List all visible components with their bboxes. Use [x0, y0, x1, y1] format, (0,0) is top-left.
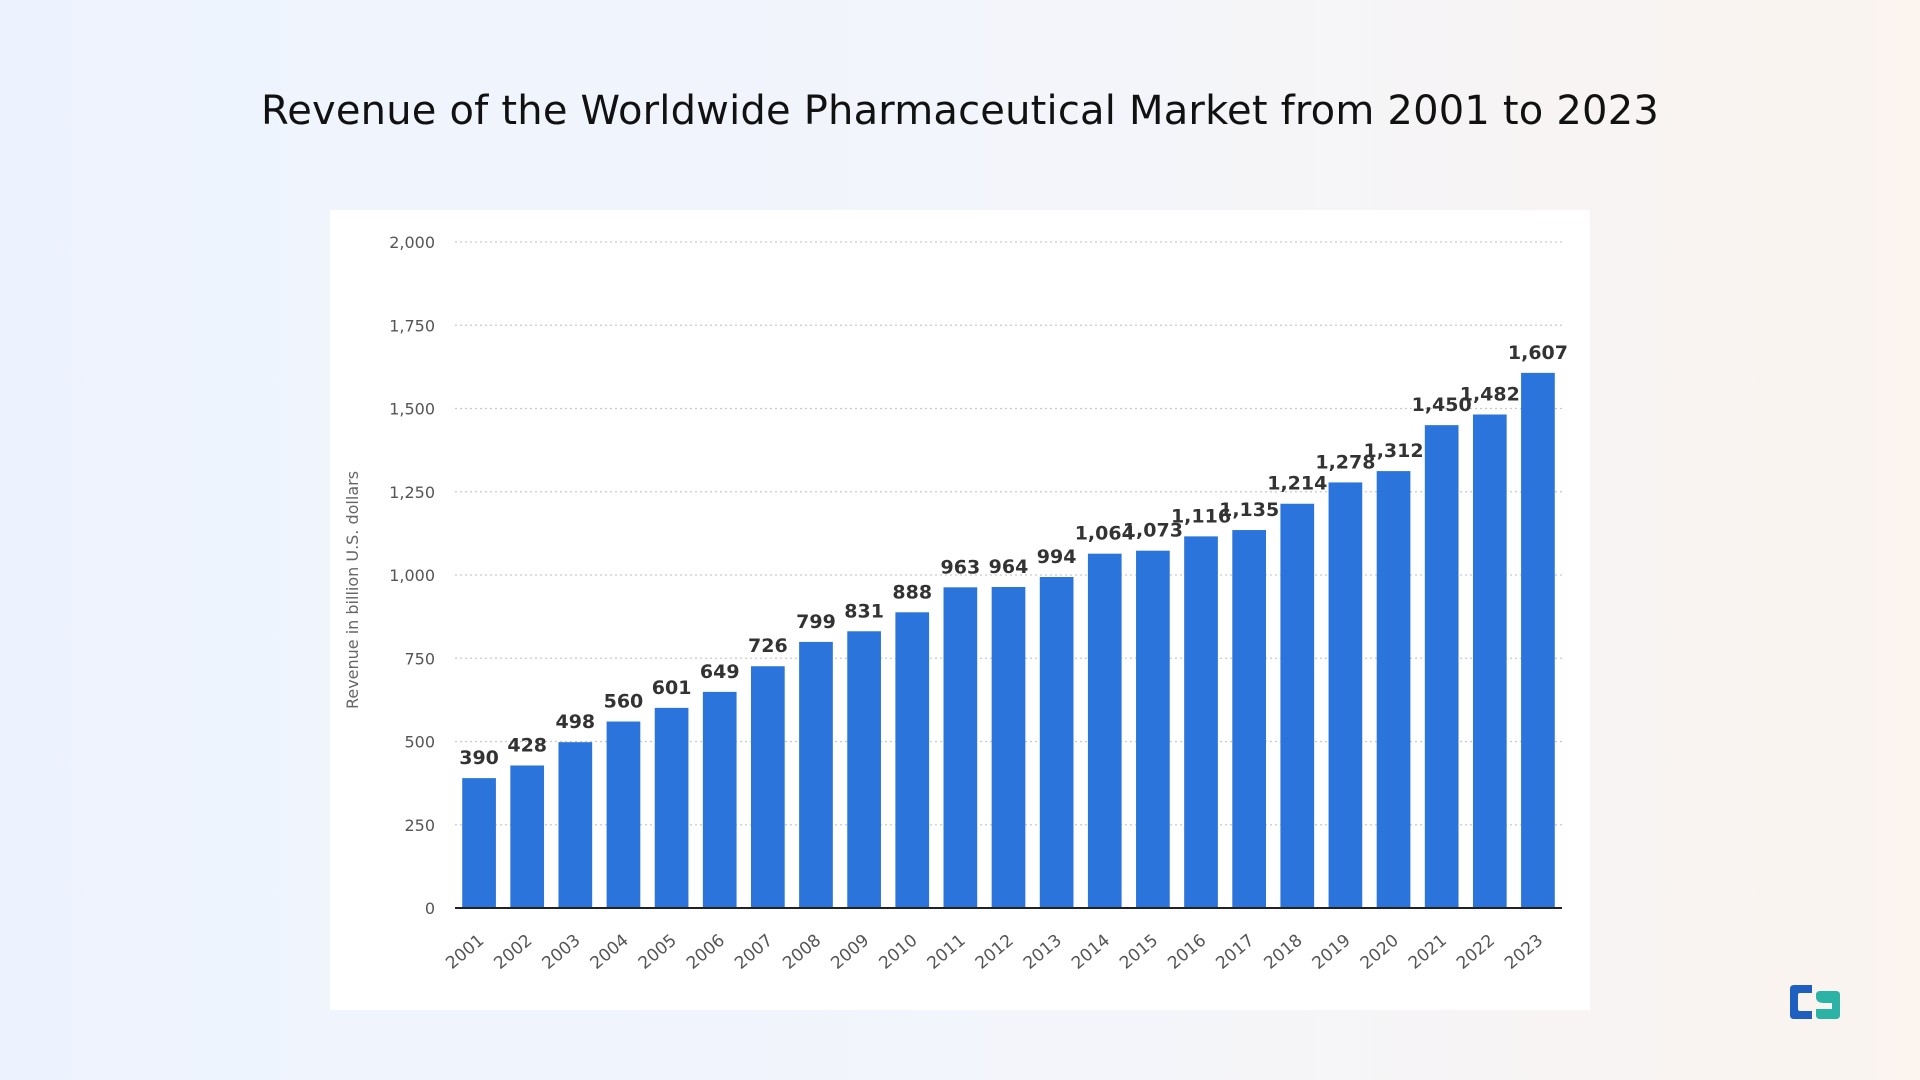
data-label: 726 — [748, 635, 788, 657]
data-label: 1,064 — [1075, 523, 1135, 545]
bar — [1039, 576, 1074, 908]
bar — [1424, 425, 1459, 908]
x-tick-label: 2011 — [924, 931, 970, 974]
bar — [606, 721, 641, 908]
x-tick-label: 2006 — [683, 931, 729, 974]
bar — [1087, 553, 1122, 908]
data-label: 888 — [892, 581, 932, 603]
x-tick-label: 2007 — [731, 931, 777, 974]
y-axis-label: Revenue in billion U.S. dollars — [343, 471, 362, 709]
x-tick-label: 2009 — [827, 931, 873, 974]
brand-logo-icon — [1788, 983, 1842, 1021]
x-tick-label: 2002 — [490, 931, 536, 974]
bar — [991, 586, 1026, 908]
y-tick-label: 1,750 — [389, 316, 435, 335]
bar — [702, 691, 737, 908]
bar-chart: 0 250 500 750 1,000 1,250 1,500 1,750 2,000 390 4… — [343, 233, 1568, 974]
y-tick-label: 1,000 — [389, 566, 435, 585]
data-label: 964 — [989, 556, 1029, 578]
bar — [462, 778, 496, 908]
y-tick-label: 1,250 — [389, 483, 435, 502]
data-label: 799 — [796, 611, 836, 633]
bar — [847, 631, 881, 908]
bar — [1376, 471, 1411, 908]
data-label: 1,607 — [1508, 342, 1568, 364]
bar — [510, 765, 545, 908]
data-label: 1,116 — [1171, 505, 1231, 527]
x-tick-label: 2004 — [587, 931, 633, 974]
bar — [1280, 503, 1315, 908]
x-tick-label: 2023 — [1501, 931, 1547, 974]
x-tick-label: 2019 — [1309, 931, 1355, 974]
x-tick-label: 2017 — [1212, 931, 1258, 974]
x-tick-label: 2016 — [1164, 931, 1210, 974]
bar — [654, 707, 689, 908]
x-tick-label: 2020 — [1357, 931, 1403, 974]
bar — [1521, 372, 1555, 908]
y-tick-label: 1,500 — [389, 400, 435, 419]
data-label: 1,135 — [1219, 499, 1279, 521]
y-axis-ticks: 0 250 500 750 1,000 1,250 1,500 1,750 2,000 — [389, 233, 435, 918]
x-tick-label: 2003 — [539, 931, 585, 974]
bars — [462, 372, 1555, 908]
x-tick-label: 2013 — [1020, 931, 1066, 974]
data-label: 390 — [459, 747, 499, 769]
data-label: 601 — [652, 677, 692, 699]
data-label: 498 — [555, 711, 595, 733]
x-tick-label: 2014 — [1068, 931, 1114, 974]
y-tick-label: 500 — [404, 733, 435, 752]
data-label: 963 — [941, 556, 981, 578]
data-label: 1,482 — [1460, 383, 1520, 405]
bar — [1472, 414, 1507, 908]
data-label: 1,278 — [1315, 451, 1375, 473]
x-axis-ticks: 2001 2002 2003 2004 2005 2006 2007 2008 2009 2010… — [442, 931, 1547, 974]
bar — [558, 742, 593, 908]
data-label: 1,214 — [1267, 473, 1327, 495]
chart-area: 0 250 500 750 1,000 1,250 1,500 1,750 2,000 390 4… — [330, 210, 1590, 1010]
x-tick-label: 2022 — [1453, 931, 1499, 974]
bar — [1184, 536, 1218, 908]
data-label: 560 — [604, 691, 644, 713]
x-tick-label: 2012 — [972, 931, 1018, 974]
data-label: 649 — [700, 661, 740, 683]
page-title: Revenue of the Worldwide Pharmaceutical … — [261, 88, 1659, 134]
data-label: 994 — [1037, 546, 1077, 568]
x-tick-label: 2001 — [442, 931, 488, 974]
x-tick-label: 2005 — [635, 931, 681, 974]
x-tick-label: 2021 — [1405, 931, 1451, 974]
bar — [751, 666, 785, 908]
bar — [1328, 482, 1363, 908]
bar — [799, 641, 833, 908]
data-label: 1,312 — [1363, 440, 1423, 462]
data-label: 1,450 — [1412, 394, 1472, 416]
y-tick-label: 0 — [425, 899, 435, 918]
y-tick-label: 250 — [404, 816, 435, 835]
bar — [943, 587, 978, 908]
y-tick-label: 2,000 — [389, 233, 435, 252]
x-tick-label: 2008 — [779, 931, 825, 974]
bar — [895, 612, 930, 908]
data-label: 1,073 — [1123, 520, 1183, 542]
bar — [1232, 530, 1266, 908]
y-tick-label: 750 — [404, 649, 435, 668]
x-tick-label: 2010 — [875, 931, 921, 974]
data-label: 831 — [844, 600, 884, 622]
bar — [1136, 550, 1170, 908]
x-tick-label: 2015 — [1116, 931, 1162, 974]
data-label: 428 — [507, 734, 547, 756]
x-tick-label: 2018 — [1260, 931, 1306, 974]
